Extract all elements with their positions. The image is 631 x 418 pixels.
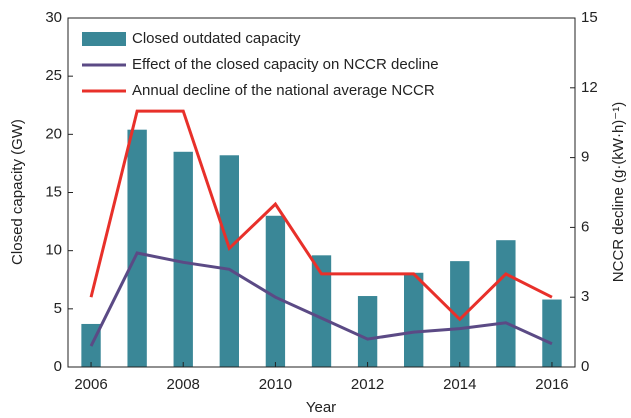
bar <box>127 129 147 367</box>
y2-tick-label: 9 <box>581 149 589 166</box>
y2-tick-label: 6 <box>581 218 589 235</box>
bar <box>311 255 332 367</box>
legend-label: Annual decline of the national average N… <box>132 82 435 99</box>
x-tick-label: 2010 <box>259 376 292 393</box>
legend-label: Closed outdated capacity <box>132 30 301 47</box>
y2-axis-label: NCCR decline (g·(kW·h)⁻¹) <box>610 102 627 282</box>
x-tick-label: 2014 <box>443 376 476 393</box>
y-tick-label: 5 <box>54 300 62 317</box>
bar <box>173 151 193 367</box>
y-tick-label: 30 <box>45 9 62 26</box>
line <box>89 109 553 322</box>
bar <box>265 215 286 367</box>
bar <box>496 240 516 367</box>
y-axis-label: Closed capacity (GW) <box>9 119 26 265</box>
line <box>89 251 553 347</box>
x-tick-label: 2006 <box>74 376 107 393</box>
y2-tick-label: 15 <box>581 9 598 26</box>
y2-tick-label: 0 <box>581 358 589 375</box>
bar <box>404 272 424 367</box>
x-tick-label: 2008 <box>167 376 200 393</box>
x-tick-label: 2016 <box>535 376 568 393</box>
y-tick-label: 25 <box>45 67 62 84</box>
y-tick-label: 10 <box>45 242 62 259</box>
y2-tick-label: 3 <box>581 288 589 305</box>
legend-swatch <box>82 32 126 46</box>
y-tick-label: 20 <box>45 125 62 142</box>
y2-tick-label: 12 <box>581 79 598 96</box>
legend-label: Effect of the closed capacity on NCCR de… <box>132 56 439 73</box>
y-tick-label: 15 <box>45 183 62 200</box>
x-tick-label: 2012 <box>351 376 384 393</box>
bar <box>450 261 470 367</box>
bar <box>219 155 239 367</box>
bar <box>542 299 562 367</box>
bar <box>357 296 378 367</box>
y-tick-label: 0 <box>54 358 62 375</box>
x-axis-label: Year <box>306 399 336 416</box>
